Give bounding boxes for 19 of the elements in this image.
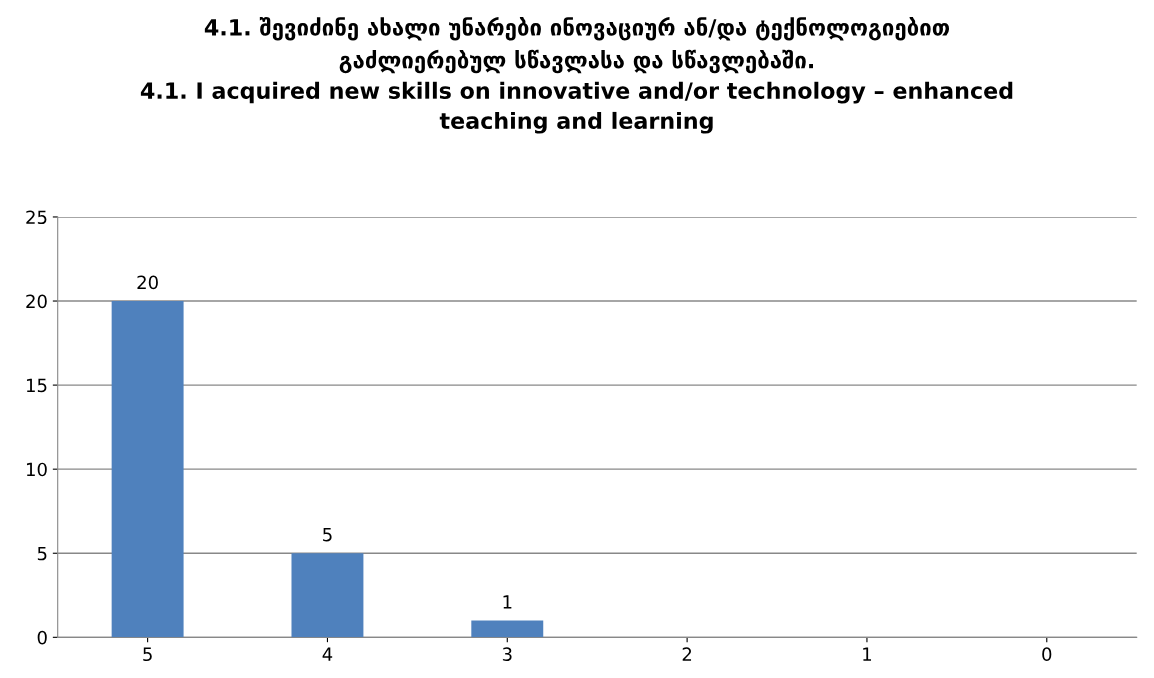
chart-title: 4.1. შევიძინე ახალი უნარები ინოვაციურ ან/და ტექნოლოგიებით გაძლიერებულ სწავლასა და სწავლებაში. 4.1. I acquired new skills on innovative and/or technology – enhanced teaching and learning — [140, 16, 1013, 134]
y-tick-label: 15 — [26, 378, 47, 393]
data-label: 20 — [137, 275, 158, 290]
x-tick-label: 5 — [143, 647, 152, 662]
y-tick-label: 0 — [37, 630, 47, 645]
y-tick-label: 25 — [26, 210, 47, 225]
x-tick-label: 4 — [322, 647, 333, 661]
data-label: 5 — [323, 528, 332, 542]
y-tick-label: 20 — [26, 294, 47, 309]
x-tick-label: 2 — [682, 647, 692, 661]
data-label: 1 — [503, 595, 512, 609]
bar — [111, 301, 184, 638]
x-tick-label: 1 — [863, 647, 872, 661]
bar — [291, 553, 364, 638]
x-tick-label: 3 — [502, 647, 512, 662]
y-tick-label: 10 — [26, 462, 47, 477]
bar — [471, 620, 544, 638]
y-tick-label: 5 — [37, 546, 47, 561]
x-tick-label: 0 — [1042, 647, 1052, 662]
